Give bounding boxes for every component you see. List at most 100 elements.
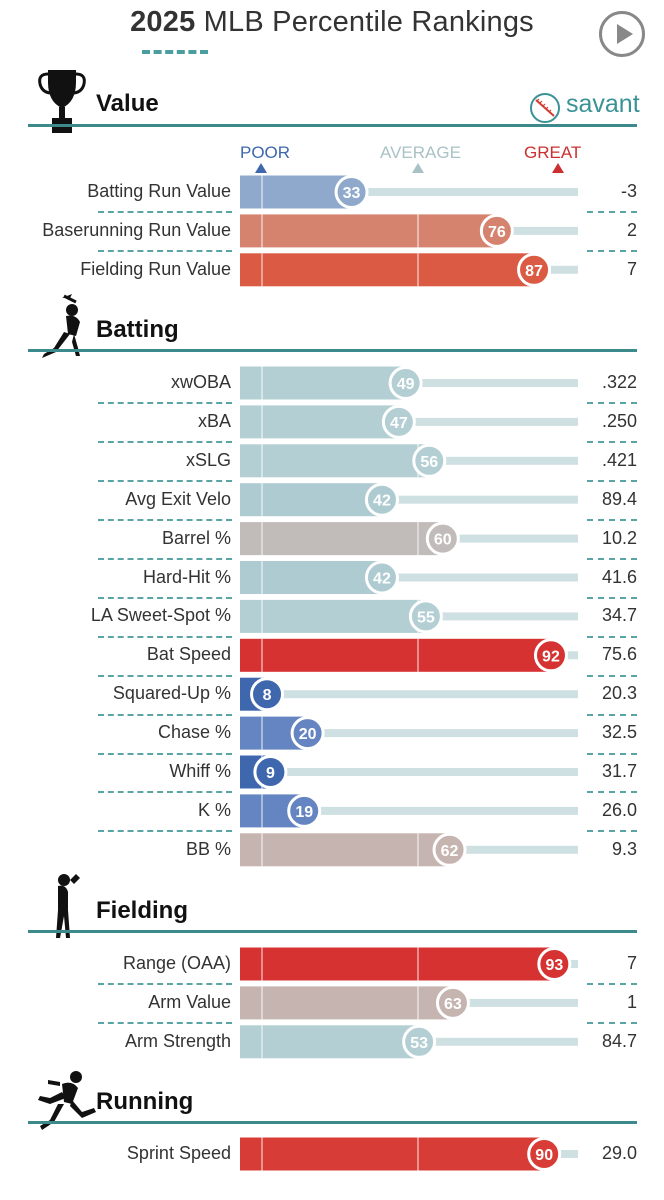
bar-sprint-speed[interactable] bbox=[240, 1137, 545, 1171]
percentile-value-xwoba: 49 bbox=[397, 376, 415, 393]
percentile-circle-batting-run-value[interactable] bbox=[334, 175, 369, 209]
percentile-value-k: 19 bbox=[295, 804, 313, 821]
metric-label-arm-strength: Arm Strength bbox=[124, 1030, 231, 1051]
percentile-circle-squared-up[interactable] bbox=[250, 677, 285, 712]
percentile-value-squared-up: 8 bbox=[263, 687, 272, 704]
percentile-value-arm-value: 63 bbox=[444, 996, 462, 1013]
section-title-fielding: Fielding bbox=[96, 897, 188, 924]
row-separator-right bbox=[587, 250, 637, 253]
bar-xwoba[interactable] bbox=[240, 366, 406, 400]
metric-label-k: K % bbox=[197, 799, 231, 820]
metric-value-chase: 32.5 bbox=[601, 722, 637, 743]
percentile-circle-barrel[interactable] bbox=[425, 521, 460, 556]
section-title-running: Running bbox=[96, 1088, 194, 1115]
metric-label-xba: xBA bbox=[197, 410, 231, 431]
percentile-circle-arm-strength[interactable] bbox=[402, 1024, 437, 1059]
great-marker bbox=[552, 163, 564, 173]
percentile-value-xslg: 56 bbox=[420, 454, 438, 471]
metric-label-hard-hit: Hard-Hit % bbox=[142, 566, 231, 587]
bar-la-sweet-spot[interactable] bbox=[240, 599, 426, 633]
section-title-batting: Batting bbox=[96, 316, 179, 343]
percentile-circle-baserunning-run-value[interactable] bbox=[479, 213, 514, 248]
bar-arm-strength[interactable] bbox=[240, 1025, 420, 1059]
row-separator-left bbox=[98, 830, 232, 833]
bar-track-squared-up bbox=[240, 690, 578, 699]
metric-label-barrel: Barrel % bbox=[161, 527, 231, 548]
percentile-circle-arm-value[interactable] bbox=[435, 985, 470, 1020]
row-separator-left bbox=[98, 519, 232, 522]
percentile-value-hard-hit: 42 bbox=[373, 571, 391, 588]
percentile-circle-la-sweet-spot[interactable] bbox=[408, 599, 443, 634]
percentile-circle-range-oaa[interactable] bbox=[537, 947, 572, 981]
bar-xba[interactable] bbox=[240, 405, 399, 439]
bar-xslg[interactable] bbox=[240, 444, 430, 478]
baseball-icon bbox=[530, 93, 560, 123]
row-separator-right bbox=[587, 791, 637, 794]
percentile-value-bat-speed: 92 bbox=[542, 648, 560, 665]
bar-batting-run-value[interactable] bbox=[240, 175, 352, 209]
title-year: 2025 bbox=[130, 6, 196, 38]
metric-value-range-oaa: 7 bbox=[626, 953, 637, 973]
row-separator-right bbox=[587, 1022, 637, 1025]
bar-bat-speed[interactable] bbox=[240, 638, 551, 672]
percentile-circle-xwoba[interactable] bbox=[388, 366, 423, 400]
bar-bb[interactable] bbox=[240, 833, 450, 867]
title-underline bbox=[142, 50, 208, 54]
percentile-value-bb: 62 bbox=[441, 843, 459, 860]
savant-brand[interactable]: savant bbox=[566, 90, 640, 118]
percentile-circle-bb[interactable] bbox=[432, 832, 467, 867]
row-separator-left bbox=[98, 441, 232, 444]
metric-label-bb: BB % bbox=[185, 838, 231, 859]
percentile-value-avg-exit-velo: 42 bbox=[373, 493, 391, 510]
metric-value-bat-speed: 75.6 bbox=[601, 644, 637, 665]
percentile-value-arm-strength: 53 bbox=[410, 1035, 428, 1052]
bar-avg-exit-velo[interactable] bbox=[240, 483, 382, 517]
bar-baserunning-run-value[interactable] bbox=[240, 214, 497, 248]
row-separator-left bbox=[98, 635, 232, 638]
percentile-circle-fielding-run-value[interactable] bbox=[517, 252, 552, 287]
row-separator-right bbox=[587, 752, 637, 755]
row-separator-right bbox=[587, 402, 637, 405]
bar-range-oaa[interactable] bbox=[240, 947, 555, 981]
bar-track-chase bbox=[240, 729, 578, 738]
row-separator-right bbox=[587, 596, 637, 599]
percentile-circle-avg-exit-velo[interactable] bbox=[364, 482, 399, 517]
bar-barrel[interactable] bbox=[240, 522, 443, 556]
percentile-circle-chase[interactable] bbox=[290, 716, 325, 751]
row-separator-left bbox=[98, 211, 232, 214]
scale-markers bbox=[255, 163, 564, 173]
metric-label-baserunning-run-value: Baserunning Run Value bbox=[42, 219, 231, 240]
metric-label-chase: Chase % bbox=[157, 722, 231, 743]
percentile-value-whiff: 9 bbox=[266, 765, 275, 782]
percentile-circle-sprint-speed[interactable] bbox=[527, 1137, 562, 1171]
metric-value-la-sweet-spot: 34.7 bbox=[601, 605, 637, 626]
page-title: 2025 MLB Percentile Rankings bbox=[130, 6, 534, 38]
percentile-value-batting-run-value: 33 bbox=[343, 185, 361, 202]
percentile-circle-hard-hit[interactable] bbox=[364, 560, 399, 595]
percentile-circle-k[interactable] bbox=[287, 793, 322, 828]
bar-arm-value[interactable] bbox=[240, 986, 453, 1020]
row-separator-left bbox=[98, 480, 232, 483]
percentile-circle-bat-speed[interactable] bbox=[533, 638, 568, 673]
play-button[interactable] bbox=[599, 11, 645, 57]
percentile-circle-xslg[interactable] bbox=[412, 443, 447, 478]
metric-value-squared-up: 20.3 bbox=[601, 683, 637, 704]
metric-value-avg-exit-velo: 89.4 bbox=[601, 488, 637, 509]
bar-hard-hit[interactable] bbox=[240, 561, 382, 594]
row-separator-right bbox=[587, 441, 637, 444]
row-separator-right bbox=[587, 983, 637, 986]
bar-track-hard-hit bbox=[240, 573, 578, 582]
metric-value-k: 26.0 bbox=[601, 799, 637, 820]
metric-label-xwoba: xwOBA bbox=[170, 372, 231, 392]
row-separator-left bbox=[98, 674, 232, 677]
metric-value-baserunning-run-value: 2 bbox=[626, 219, 637, 240]
percentile-circle-xba[interactable] bbox=[381, 404, 416, 439]
percentile-value-fielding-run-value: 87 bbox=[525, 263, 543, 280]
metric-label-xslg: xSLG bbox=[185, 449, 231, 470]
metric-value-fielding-run-value: 7 bbox=[626, 258, 637, 279]
percentile-circle-whiff[interactable] bbox=[253, 755, 288, 789]
bar-fielding-run-value[interactable] bbox=[240, 253, 535, 287]
percentile-value-sprint-speed: 90 bbox=[535, 1147, 553, 1164]
metric-value-xslg: .421 bbox=[601, 449, 637, 470]
poor-marker bbox=[255, 163, 267, 173]
